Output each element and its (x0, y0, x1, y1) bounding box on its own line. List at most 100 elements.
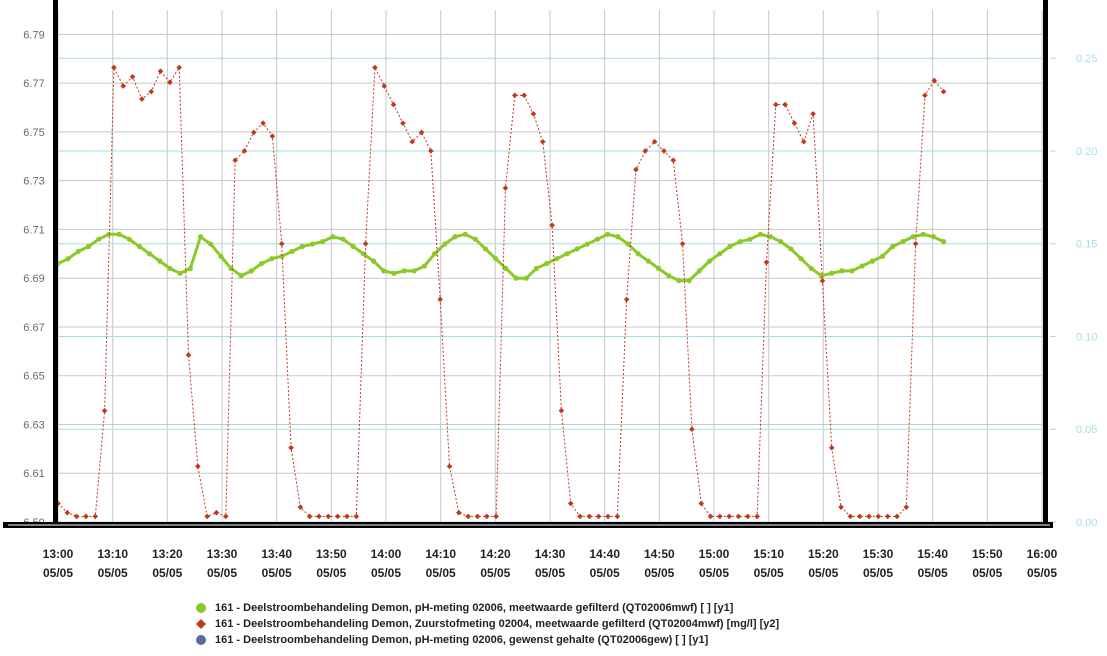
data-point (661, 148, 667, 154)
data-point (197, 234, 204, 240)
y2-tick-label: 0.05 (1076, 424, 1097, 436)
data-point (418, 129, 425, 136)
y1-tick-label: 6.61 (23, 468, 44, 480)
x-tick-time: 13:30 (207, 547, 238, 561)
data-point (726, 513, 732, 520)
data-point (411, 268, 417, 274)
data-point (642, 148, 649, 154)
x-tick-time: 14:50 (644, 547, 675, 561)
chart: 6.596.616.636.656.676.696.716.736.756.77… (3, 0, 1097, 580)
legend-item[interactable]: 161 - Deelstroombehandeling Demon, pH-me… (195, 600, 779, 616)
data-point (334, 513, 341, 520)
y1-tick-label: 6.67 (23, 322, 44, 334)
data-point (707, 513, 714, 520)
x-tick-time: 15:10 (753, 547, 784, 561)
data-point (299, 243, 305, 250)
data-point (849, 268, 855, 274)
x-tick-time: 14:00 (371, 547, 402, 561)
x-tick-time: 13:50 (316, 547, 347, 561)
data-point (717, 251, 723, 257)
data-point (222, 513, 229, 520)
data-point (698, 500, 705, 507)
data-point (511, 92, 518, 99)
data-point (800, 138, 807, 145)
data-point (330, 234, 336, 240)
data-point (931, 77, 938, 84)
data-point (847, 513, 854, 520)
data-point (493, 513, 499, 520)
data-point (584, 241, 590, 247)
grid (57, 10, 1043, 523)
data-point (521, 92, 527, 99)
data-point (83, 513, 89, 520)
data-point (360, 251, 366, 257)
data-point (747, 236, 753, 242)
x-tick-time: 15:50 (972, 547, 1003, 561)
legend-label: 161 - Deelstroombehandeling Demon, Zuurs… (215, 618, 780, 630)
data-point (586, 513, 593, 520)
data-point (869, 258, 875, 264)
data-point (208, 241, 214, 247)
data-point (309, 241, 316, 247)
data-point (241, 148, 248, 154)
data-point (903, 504, 910, 510)
data-point (502, 185, 509, 191)
data-point (912, 240, 919, 247)
circle-marker-icon (195, 634, 207, 646)
data-point (391, 270, 397, 276)
data-point (400, 120, 406, 126)
data-point (828, 444, 835, 451)
x-tick-time: 15:40 (917, 547, 948, 561)
data-point (623, 296, 630, 303)
y1-tick-label: 6.79 (23, 29, 44, 41)
data-point (157, 68, 164, 75)
data-point (129, 73, 136, 80)
series-line (57, 232, 945, 283)
data-point (544, 260, 550, 267)
data-point (839, 268, 845, 274)
x-tick-date: 05/05 (152, 566, 182, 580)
data-point (177, 270, 183, 276)
x-tick-date: 05/05 (371, 566, 401, 580)
legend-item[interactable]: 161 - Deelstroombehandeling Demon, pH-me… (195, 632, 779, 648)
data-point (554, 256, 560, 262)
data-point (325, 513, 332, 520)
data-point (890, 243, 896, 250)
data-point (96, 236, 102, 242)
data-point (875, 513, 882, 520)
data-point (523, 275, 529, 281)
data-point (818, 273, 825, 279)
data-point (737, 239, 743, 245)
legend-item[interactable]: 161 - Deelstroombehandeling Demon, Zuurs… (195, 616, 779, 632)
data-point (218, 253, 224, 259)
data-point (381, 268, 387, 274)
series-line (57, 65, 944, 518)
data-point (474, 513, 481, 520)
data-point (635, 251, 641, 257)
data-point (204, 513, 210, 520)
data-point (462, 231, 468, 237)
data-point (754, 513, 760, 520)
data-point (614, 513, 621, 520)
data-point (539, 138, 546, 145)
data-point (763, 259, 770, 266)
data-point (316, 513, 322, 520)
data-point (676, 278, 682, 284)
data-point (452, 234, 458, 240)
data-point (567, 500, 574, 507)
x-tick-date: 05/05 (535, 566, 565, 580)
data-point (167, 265, 173, 272)
data-point (372, 64, 378, 71)
data-point (717, 513, 723, 520)
data-point (269, 133, 276, 139)
x-tick-time: 14:30 (535, 547, 566, 561)
y1-tick-label: 6.77 (23, 78, 44, 90)
data-point (116, 231, 122, 237)
x-tick-time: 13:10 (97, 547, 128, 561)
y2-tick-label: 0.10 (1076, 331, 1097, 343)
data-point (910, 234, 916, 240)
legend: 161 - Deelstroombehandeling Demon, pH-me… (195, 600, 779, 648)
data-point (696, 268, 702, 274)
data-point (167, 79, 173, 86)
right-axis-bar (1043, 0, 1048, 528)
